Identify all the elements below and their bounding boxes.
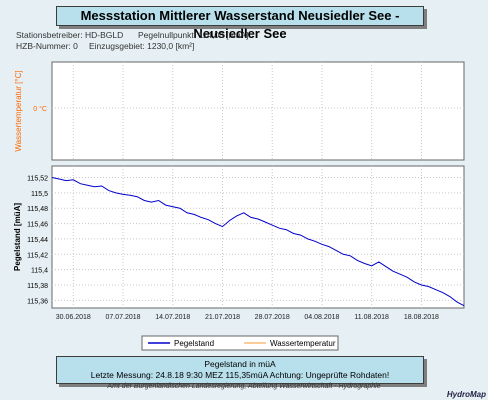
brand-logo: HydroMap [446,390,486,399]
x-tick-label: 28.07.2018 [255,314,290,321]
legend-label: Wassertemperatur [270,339,336,348]
legend-box [141,335,339,351]
legend-label: Pegelstand [174,339,214,348]
level-tick-label: 115,46 [27,222,48,229]
info-last-measurement: Letzte Messung: 24.8.18 9:30 MEZ 115,35m… [90,370,390,380]
catchment-area: Einzugsgebiet: 1230,0 [km²] [89,41,195,51]
info-title: Pegelstand in müA [204,359,276,369]
level-tick-label: 115,36 [27,298,48,305]
station-operator: Stationsbetreiber: HD-BGLD [16,30,124,40]
x-tick-label: 18.08.2018 [404,314,439,321]
x-tick-label: 14.07.2018 [155,314,190,321]
level-tick-label: 115,52 [27,176,48,183]
pegelstand-series-line [51,177,465,307]
x-tick-label: 30.06.2018 [56,314,91,321]
x-tick-label: 11.08.2018 [354,314,389,321]
footer-credit: Amt der Burgenländischen Landesregierung… [107,383,381,390]
level-tick-label: 115,42 [27,252,48,259]
level-tick-label: 115,4 [31,268,48,275]
x-tick-label: 04.08.2018 [304,314,339,321]
info-box: Pegelstand in müA Letzte Messung: 24.8.1… [56,356,424,384]
level-tick-label: 115,5 [31,191,48,198]
hzb-number: HZB-Nummer: 0 [16,41,78,51]
x-tick-label: 07.07.2018 [106,314,141,321]
gauge-zero: Pegelnullpunkt: 114,00 [müA] [138,30,249,40]
level-plot-area [51,165,465,309]
chart-title: Messstation Mittlerer Wasserstand Neusie… [56,6,424,41]
level-tick-label: 115,44 [27,237,48,244]
temperature-axis-label: Wassertemperatur [°C] [14,70,23,151]
level-axis-label: Pegelstand [müA] [13,203,22,271]
x-tick-label: 21.07.2018 [205,314,240,321]
level-tick-label: 115,48 [27,206,48,213]
temperature-tick-label: 0 °C [33,105,47,113]
level-tick-label: 115,38 [27,283,48,290]
temperature-plot-area [51,61,465,161]
